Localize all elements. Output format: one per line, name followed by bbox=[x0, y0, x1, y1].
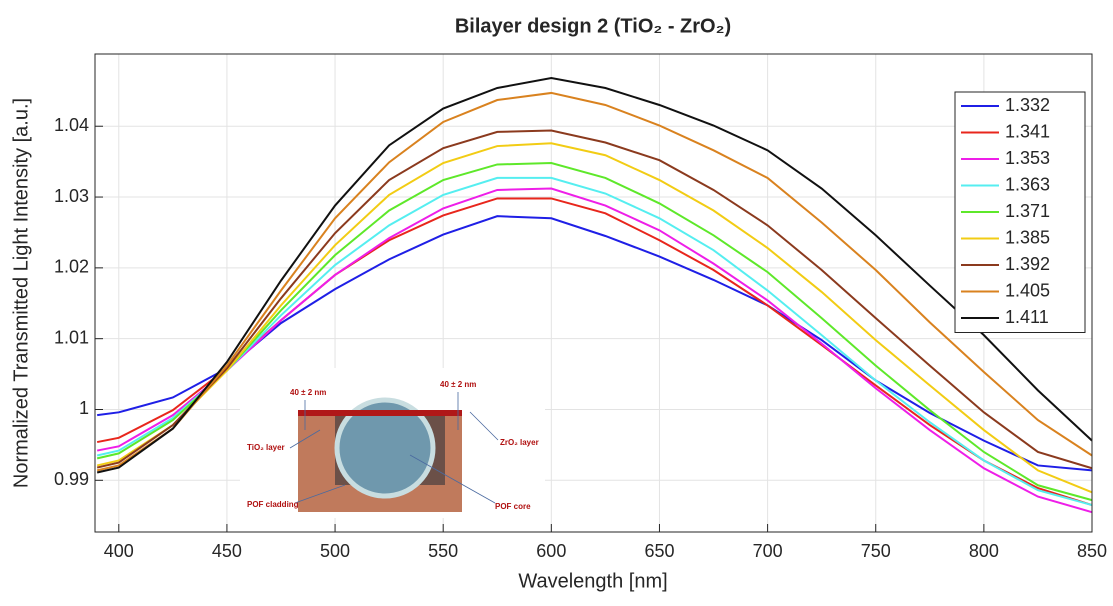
x-tick-label: 700 bbox=[753, 541, 783, 561]
x-axis-label: Wavelength [nm] bbox=[518, 570, 667, 592]
leader-lines bbox=[289, 392, 499, 504]
core-label: POF core bbox=[495, 502, 531, 511]
x-tick-label: 600 bbox=[536, 541, 566, 561]
legend: 1.332 1.341 1.353 1.363 1.371 1.385 1.392 1.405… bbox=[954, 91, 1086, 333]
legend-label: 1.353 bbox=[1005, 148, 1050, 168]
data-line bbox=[96, 77, 1093, 474]
data-line bbox=[96, 142, 1093, 494]
y-tick-label: 0.99 bbox=[54, 469, 89, 489]
legend-label: 1.392 bbox=[1005, 254, 1050, 274]
cladding-label: POF cladding bbox=[247, 500, 299, 509]
inset-diagram: 40 ± 2 nm 40 ± 2 nm TiO₂ layer ZrO₂ laye… bbox=[240, 368, 545, 518]
y-tick-label: 1.02 bbox=[54, 257, 89, 277]
x-tick-label: 800 bbox=[969, 541, 999, 561]
fiber bbox=[334, 397, 436, 499]
y-axis-label: Normalized Transmitted Light Intensity [… bbox=[10, 98, 32, 488]
legend-label: 1.363 bbox=[1005, 174, 1050, 194]
y-tick-label: 1 bbox=[79, 398, 89, 418]
legend-label: 1.341 bbox=[1005, 121, 1050, 141]
x-tick-label: 400 bbox=[104, 541, 134, 561]
chart-title: Bilayer design 2 (TiO₂ - ZrO₂) bbox=[455, 15, 731, 37]
y-tick-label: 1.04 bbox=[54, 115, 89, 135]
x-tick-label: 750 bbox=[861, 541, 891, 561]
legend-label: 1.332 bbox=[1005, 95, 1050, 115]
lines bbox=[96, 77, 1093, 514]
y-tick-label: 1.03 bbox=[54, 186, 89, 206]
x-tick-label: 550 bbox=[428, 541, 458, 561]
coating-layer bbox=[298, 410, 462, 416]
data-line bbox=[96, 91, 1093, 472]
x-tick-label: 450 bbox=[212, 541, 242, 561]
x-tick-label: 650 bbox=[644, 541, 674, 561]
legend-label: 1.371 bbox=[1005, 201, 1050, 221]
x-tick-label: 500 bbox=[320, 541, 350, 561]
data-line bbox=[96, 129, 1093, 470]
y-tick-label: 1.01 bbox=[54, 327, 89, 347]
thickness-label: 40 ± 2 nm bbox=[290, 388, 326, 397]
plot-frame bbox=[94, 53, 1093, 533]
x-tick-label: 850 bbox=[1077, 541, 1107, 561]
thickness-label: 40 ± 2 nm bbox=[440, 380, 476, 389]
legend-label: 1.411 bbox=[1005, 307, 1049, 327]
legend-label: 1.405 bbox=[1005, 280, 1050, 300]
legend-label: 1.385 bbox=[1005, 227, 1050, 247]
layer-label: TiO₂ layer bbox=[247, 443, 285, 452]
layer-label: ZrO₂ layer bbox=[500, 438, 539, 447]
